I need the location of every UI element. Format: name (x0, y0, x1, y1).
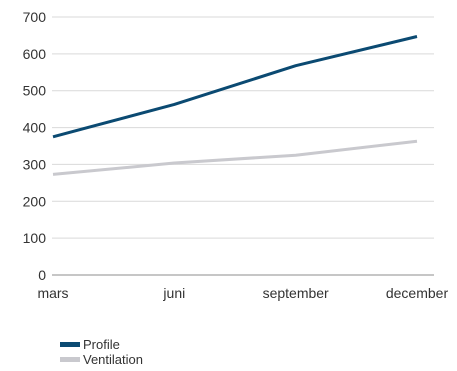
legend-item-ventilation: Ventilation (60, 352, 143, 367)
legend-swatch-ventilation (60, 357, 80, 362)
x-tick-label-mars: mars (37, 285, 68, 301)
legend-item-profile: Profile (60, 337, 143, 352)
legend-label-profile: Profile (83, 337, 120, 352)
legend-swatch-profile (60, 342, 80, 347)
legend-label-ventilation: Ventilation (83, 352, 143, 367)
x-tick-label-september: september (263, 285, 329, 301)
y-tick-label-0: 0 (38, 267, 46, 283)
y-tick-label-500: 500 (23, 83, 47, 99)
y-tick-label-300: 300 (23, 156, 47, 172)
y-tick-label-100: 100 (23, 230, 47, 246)
series-line-ventilation (52, 139, 418, 176)
y-tick-label-400: 400 (23, 120, 47, 136)
y-tick-label-200: 200 (23, 193, 47, 209)
series-line-profile (52, 35, 418, 139)
x-tick-label-december: december (386, 285, 449, 301)
y-tick-label-600: 600 (23, 46, 47, 62)
x-tick-label-juni: juni (162, 285, 185, 301)
y-tick-label-700: 700 (23, 9, 47, 25)
legend: Profile Ventilation (60, 337, 143, 367)
